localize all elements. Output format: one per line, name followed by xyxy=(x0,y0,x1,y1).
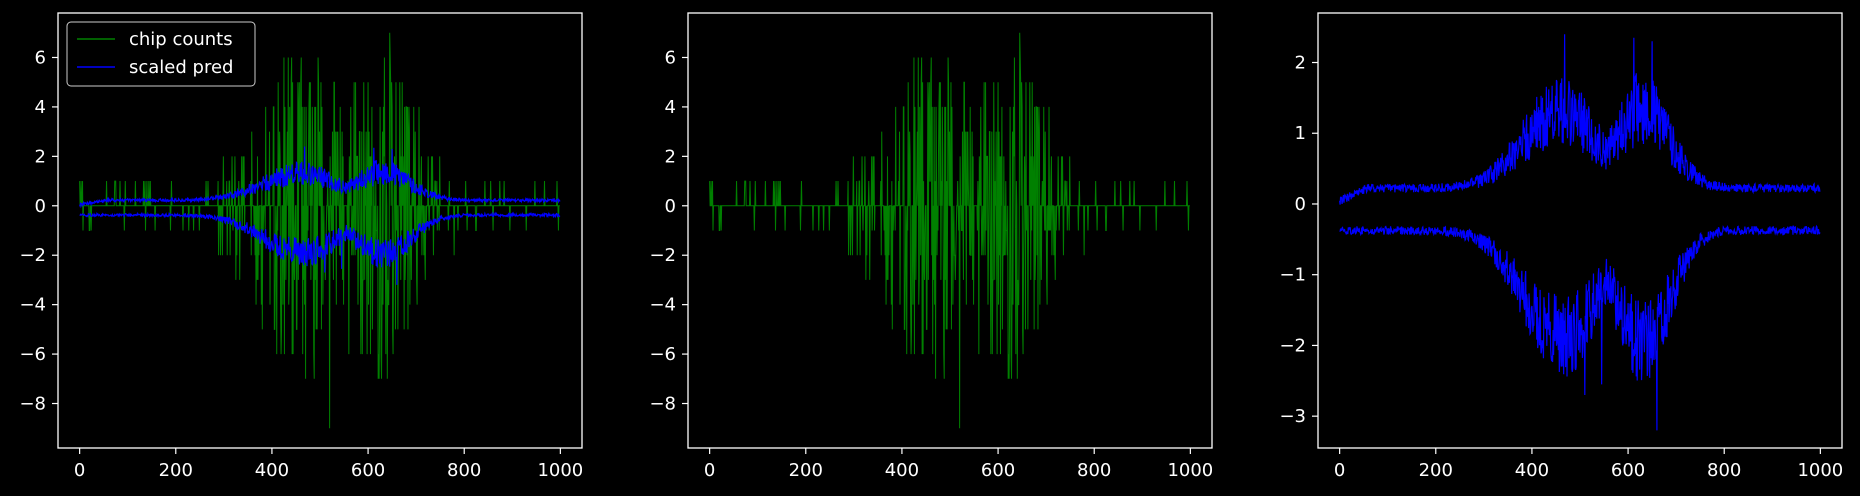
x-tick-label: 600 xyxy=(981,460,1015,481)
scaled-pred-upper-line xyxy=(79,146,561,209)
y-tick-label: 6 xyxy=(35,47,46,68)
legend-label: scaled pred xyxy=(129,57,233,78)
y-tick-label: 1 xyxy=(1295,123,1306,144)
x-tick-label: 600 xyxy=(351,460,385,481)
y-tick-label: 4 xyxy=(665,97,676,118)
series-chip-counts xyxy=(709,32,1190,429)
scaled-pred-lower-line xyxy=(79,211,561,285)
scaled-pred-upper-line xyxy=(1339,34,1821,205)
x-tick-label: 200 xyxy=(1419,460,1453,481)
y-tick-label: −1 xyxy=(1279,265,1306,286)
plot-area xyxy=(1339,34,1821,431)
x-tick-label: 600 xyxy=(1611,460,1645,481)
y-tick-label: 0 xyxy=(665,196,676,217)
x-tick-label: 0 xyxy=(704,460,715,481)
x-tick-label: 1000 xyxy=(1167,460,1213,481)
series-scaled-pred xyxy=(79,146,561,285)
y-tick-label: −2 xyxy=(649,245,676,266)
y-tick-label: 4 xyxy=(35,97,46,118)
x-tick-label: 200 xyxy=(789,460,823,481)
x-tick-label: 800 xyxy=(1707,460,1741,481)
scaled-pred-lower-line xyxy=(1339,224,1821,431)
y-tick-label: −4 xyxy=(649,295,676,316)
y-tick-label: −2 xyxy=(1279,335,1306,356)
y-tick-label: −8 xyxy=(19,394,46,415)
y-tick-label: 2 xyxy=(35,146,46,167)
chart-panel-left: 0 200 400 600 800 1000 −8 −6 −4 −2 0 2 4 6 chip counts… xyxy=(19,12,583,481)
series-scaled-pred xyxy=(1339,34,1821,431)
plot-area xyxy=(79,32,561,429)
y-tick-label: −6 xyxy=(19,344,46,365)
chart-panel-middle: 0 200 400 600 800 1000 −8 −6 −4 −2 0 2 4 6 xyxy=(649,12,1213,481)
x-tick-label: 400 xyxy=(1515,460,1549,481)
legend-box xyxy=(66,21,256,87)
x-tick-label: 200 xyxy=(159,460,193,481)
y-tick-label: −3 xyxy=(1279,406,1306,427)
y-tick-label: 0 xyxy=(35,196,46,217)
x-tick-label: 400 xyxy=(255,460,289,481)
plot-area xyxy=(709,32,1190,429)
axes-frame xyxy=(57,12,583,449)
y-tick-label: −6 xyxy=(649,344,676,365)
y-tick-label: 6 xyxy=(665,47,676,68)
x-tick-label: 800 xyxy=(1077,460,1111,481)
axes-frame xyxy=(1317,12,1843,449)
y-tick-label: −2 xyxy=(19,245,46,266)
x-tick-label: 1000 xyxy=(537,460,583,481)
chart-panel-right: 0 200 400 600 800 1000 −3 −2 −1 0 1 2 xyxy=(1279,12,1843,481)
legend-label: chip counts xyxy=(129,29,233,50)
x-tick-label: 400 xyxy=(885,460,919,481)
y-tick-label: 2 xyxy=(1295,53,1306,74)
x-tick-label: 0 xyxy=(1334,460,1345,481)
y-tick-label: −4 xyxy=(19,295,46,316)
y-tick-label: −8 xyxy=(649,394,676,415)
chip-counts-line xyxy=(709,32,1190,429)
y-tick-label: 2 xyxy=(665,146,676,167)
y-tick-label: 0 xyxy=(1295,194,1306,215)
legend: chip counts scaled pred xyxy=(66,21,256,87)
x-tick-label: 0 xyxy=(74,460,85,481)
x-tick-label: 1000 xyxy=(1797,460,1843,481)
x-tick-label: 800 xyxy=(447,460,481,481)
axes-frame xyxy=(687,12,1213,449)
